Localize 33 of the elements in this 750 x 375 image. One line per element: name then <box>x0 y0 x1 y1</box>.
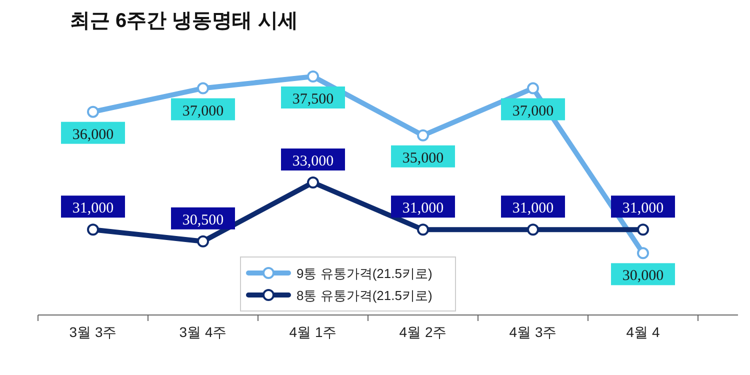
point <box>527 82 539 94</box>
x-tick-label: 4월 3주 <box>509 324 557 340</box>
point <box>637 247 649 260</box>
x-tick-label: 4월 4 <box>626 324 660 340</box>
data-label: 36,000 <box>72 126 114 143</box>
point <box>527 224 539 236</box>
x-tick-label: 3월 4주 <box>179 324 227 340</box>
x-tick-label: 3월 3주 <box>69 324 117 340</box>
point <box>307 70 319 82</box>
data-label: 37,000 <box>512 103 554 120</box>
point <box>197 235 209 248</box>
point <box>417 224 429 236</box>
data-label: 31,000 <box>512 200 554 217</box>
x-tick-label: 4월 2주 <box>399 324 447 340</box>
legend-label: 8통 유통가격(21.5키로) <box>296 288 432 303</box>
data-label: 37,000 <box>182 103 224 120</box>
data-label: 31,000 <box>402 200 444 217</box>
chart-title: 최근 6주간 냉동명태 시세 <box>70 10 298 32</box>
data-label: 33,000 <box>292 154 334 170</box>
point <box>87 224 99 236</box>
data-label: 31,000 <box>622 200 664 217</box>
data-label: 35,000 <box>402 150 444 166</box>
point <box>637 224 649 236</box>
data-label: 30,500 <box>182 212 224 228</box>
point <box>197 82 209 94</box>
point <box>87 106 99 118</box>
point <box>417 129 429 142</box>
legend-label: 9통 유통가격(21.5키로) <box>296 266 432 281</box>
data-label: 31,000 <box>72 200 114 217</box>
data-label: 30,000 <box>622 268 664 284</box>
x-tick-label: 4월 1주 <box>289 324 337 340</box>
point <box>307 176 319 188</box>
data-label: 37,500 <box>292 92 334 108</box>
